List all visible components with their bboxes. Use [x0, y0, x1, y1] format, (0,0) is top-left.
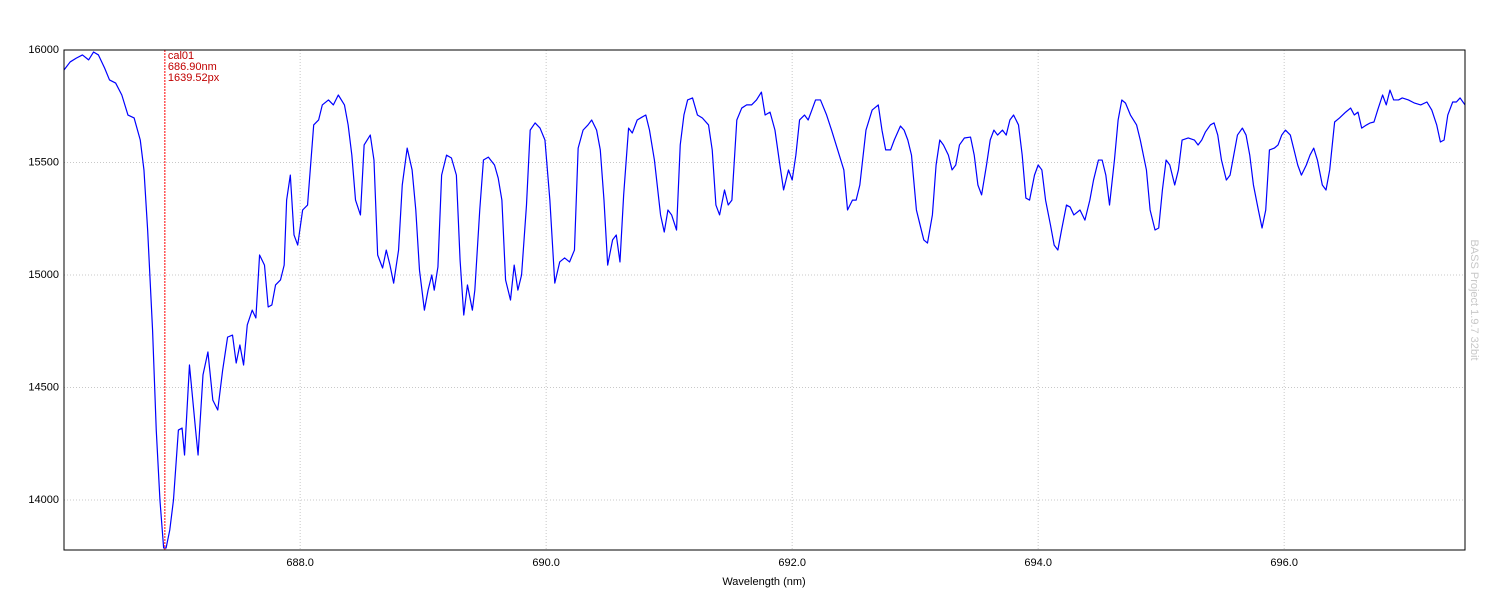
cursor-text: cal01 — [168, 50, 194, 62]
cursor-text: 686.90nm — [168, 61, 217, 73]
x-tick-label: 692.0 — [778, 557, 806, 569]
y-tick-label: 16000 — [28, 44, 59, 56]
x-tick-label: 688.0 — [286, 557, 314, 569]
spectrum-line — [64, 51, 1465, 549]
y-tick-label: 15500 — [28, 156, 59, 168]
y-tick-label: 14000 — [28, 494, 59, 506]
x-tick-label: 694.0 — [1024, 557, 1052, 569]
x-axis-title: Wavelength (nm) — [722, 576, 805, 588]
plot-frame — [63, 49, 1466, 551]
watermark: BASS Project 1.9.7 32bit — [1468, 239, 1480, 360]
cursor-text: 1639.52px — [168, 72, 220, 84]
x-tick-label: 696.0 — [1270, 557, 1298, 569]
y-tick-label: 15000 — [28, 269, 59, 281]
x-tick-label: 690.0 — [532, 557, 560, 569]
y-tick-label: 14500 — [28, 381, 59, 393]
